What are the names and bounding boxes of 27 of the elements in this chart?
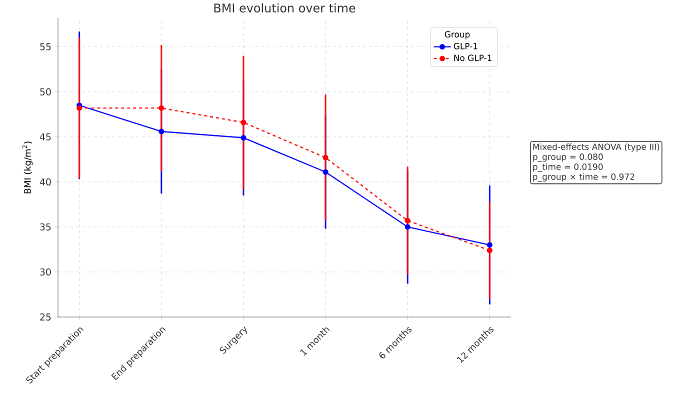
y-tick-label: 40	[40, 178, 51, 186]
point	[486, 242, 492, 248]
chart-title: BMI evolution over time	[214, 3, 356, 13]
y-tick-label: 50	[40, 88, 51, 96]
text: Mixed-effects ANOVA (type III)	[533, 143, 660, 152]
y-tick-label: 45	[40, 133, 51, 140]
text: p_time = 0.0190	[533, 163, 603, 172]
text: p_group = 0.080	[533, 154, 603, 162]
y-tick-label: 30	[40, 268, 51, 276]
point	[76, 105, 82, 111]
y-tick-label: 25	[40, 313, 51, 321]
y-axis-title: BMI (kg/m$^{2}$)	[22, 142, 33, 194]
point	[404, 218, 410, 224]
y-tick-label: 35	[40, 223, 51, 231]
legend-label: GLP-1	[454, 42, 478, 50]
point	[240, 134, 246, 141]
point	[158, 105, 164, 111]
y-tick-label: 55	[40, 43, 51, 50]
point	[486, 248, 492, 254]
point	[158, 128, 164, 134]
point	[322, 154, 328, 160]
point	[404, 224, 410, 230]
point	[322, 169, 328, 175]
legend-title: Group	[444, 31, 470, 40]
point	[240, 120, 246, 126]
legend-label: No GLP-1	[454, 54, 492, 62]
text: p_group × time = 0.972	[533, 173, 634, 182]
